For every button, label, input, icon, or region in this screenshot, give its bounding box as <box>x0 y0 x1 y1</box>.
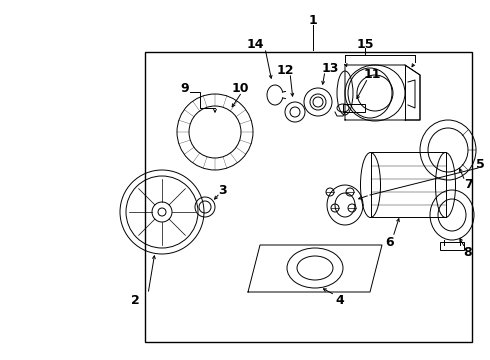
Text: 13: 13 <box>321 62 339 75</box>
Text: 12: 12 <box>276 63 294 77</box>
Text: 4: 4 <box>336 293 344 306</box>
Text: 14: 14 <box>246 39 264 51</box>
Bar <box>440 242 464 250</box>
Text: 2: 2 <box>131 293 139 306</box>
Text: 9: 9 <box>181 81 189 94</box>
Text: 5: 5 <box>476 158 485 171</box>
Text: 3: 3 <box>218 184 226 197</box>
Text: 6: 6 <box>386 235 394 248</box>
Bar <box>343 104 365 112</box>
Bar <box>145 52 472 342</box>
Text: 11: 11 <box>363 68 381 81</box>
Text: 1: 1 <box>309 13 318 27</box>
Text: 8: 8 <box>464 246 472 258</box>
Text: 7: 7 <box>464 179 472 192</box>
Text: 15: 15 <box>356 39 374 51</box>
Bar <box>371 152 446 217</box>
Text: 10: 10 <box>231 81 249 94</box>
